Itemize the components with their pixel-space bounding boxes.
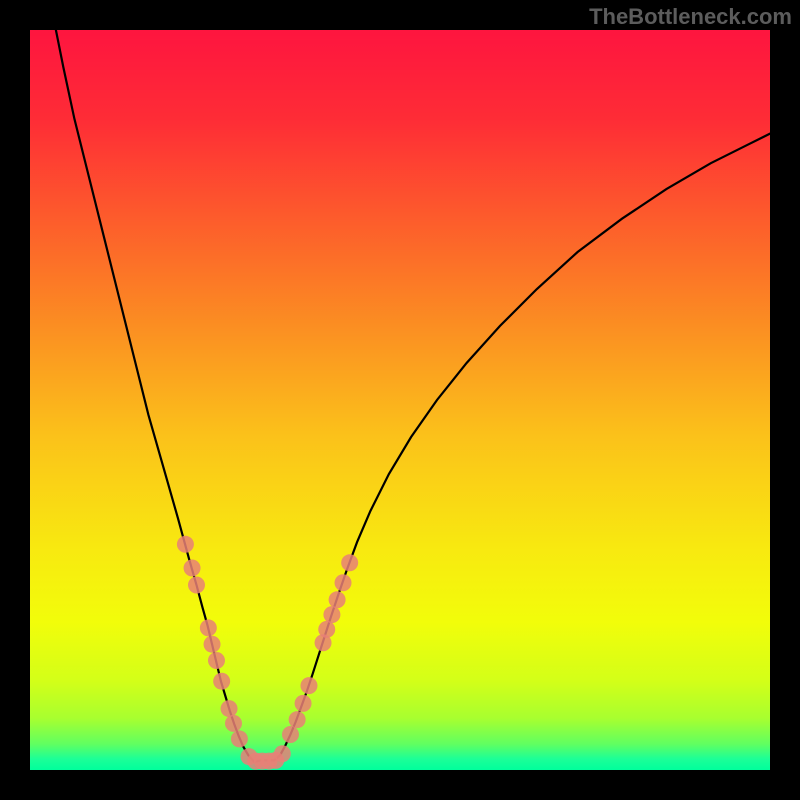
marker-left: [184, 559, 201, 576]
marker-left: [200, 619, 217, 636]
marker-right: [341, 554, 358, 571]
marker-right: [282, 726, 299, 743]
gradient-background: [30, 30, 770, 770]
marker-right: [300, 677, 317, 694]
marker-left: [188, 577, 205, 594]
bottleneck-chart: [30, 30, 770, 770]
marker-right: [295, 695, 312, 712]
marker-right: [335, 574, 352, 591]
marker-left: [231, 730, 248, 747]
marker-right: [318, 621, 335, 638]
marker-right: [329, 591, 346, 608]
marker-left: [225, 715, 242, 732]
marker-right: [323, 606, 340, 623]
marker-left: [208, 652, 225, 669]
marker-left: [204, 636, 221, 653]
marker-left: [221, 700, 238, 717]
marker-right: [274, 745, 291, 762]
marker-left: [177, 536, 194, 553]
marker-left: [213, 673, 230, 690]
watermark-text: TheBottleneck.com: [589, 4, 792, 30]
marker-right: [289, 711, 306, 728]
